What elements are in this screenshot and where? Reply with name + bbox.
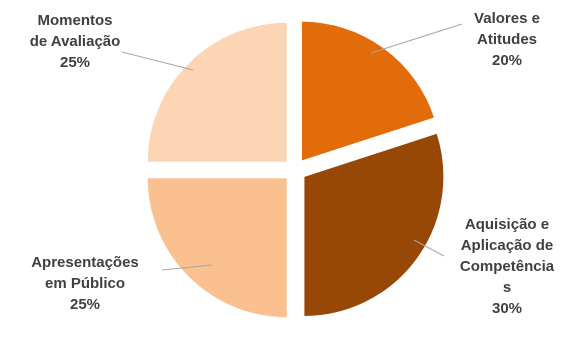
slice-apresentacoes (146, 177, 288, 319)
slice-label-line: de Avaliação (29, 33, 121, 50)
leader-line (161, 264, 213, 271)
slice-label-momentos: Momentos de Avaliação 25% (4, 10, 146, 73)
slice-label-line: Valores e (474, 10, 540, 27)
slice-label-aquisicao: Aquisição e Aplicação de Competência s 3… (444, 214, 570, 319)
slice-percent-label: 25% (69, 296, 101, 313)
slice-label-line: Atitudes (477, 31, 537, 48)
slice-label-line: em Público (44, 275, 126, 292)
leader-line (121, 51, 194, 71)
slice-percent-label: 25% (59, 54, 91, 71)
leader-line (413, 239, 445, 257)
slice-label-line: Competência (459, 258, 555, 275)
slice-percent-label: 30% (491, 300, 523, 317)
leader-line (370, 23, 463, 54)
slice-valores (300, 20, 436, 162)
slice-label-line: Apresentações (31, 254, 139, 271)
slice-label-line: Aquisição e (464, 216, 550, 233)
slice-label-line: Aplicação de (460, 237, 554, 254)
slice-momentos (146, 21, 288, 163)
slice-percent-label: 20% (491, 52, 523, 69)
slice-label-line: s (502, 279, 512, 296)
slice-aquisicao (303, 132, 445, 317)
slice-label-line: Momentos (37, 12, 113, 29)
slice-label-valores: Valores e Atitudes 20% (444, 8, 570, 71)
slice-label-apresentacoes: Apresentações em Público 25% (10, 252, 160, 315)
